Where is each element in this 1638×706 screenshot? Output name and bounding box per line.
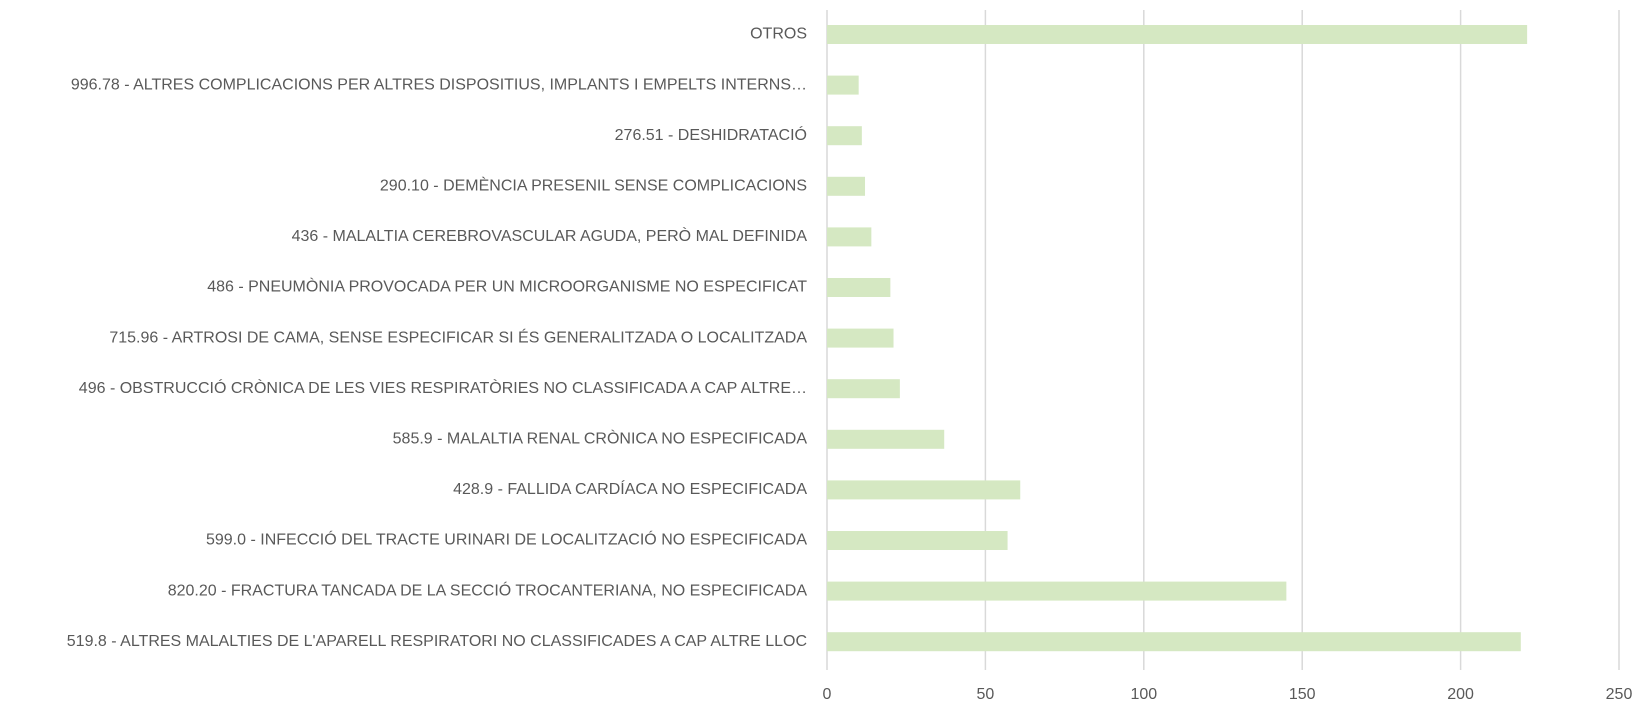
bar (827, 25, 1528, 44)
y-tick-label: 428.9 - FALLIDA CARDÍACA NO ESPECIFICADA (453, 479, 807, 498)
y-tick-label: 436 - MALALTIA CEREBROVASCULAR AGUDA, PE… (292, 226, 808, 245)
x-tick-label: 150 (1289, 686, 1316, 703)
x-tick-label: 100 (1130, 686, 1157, 703)
y-tick-label: 820.20 - FRACTURA TANCADA DE LA SECCIÓ T… (168, 580, 808, 599)
y-tick-label: 585.9 - MALALTIA RENAL CRÒNICA NO ESPECI… (393, 429, 808, 448)
y-tick-label: 996.78 - ALTRES COMPLICACIONS PER ALTRES… (71, 76, 807, 93)
bar (827, 429, 945, 449)
bar (827, 278, 891, 297)
y-tick-label: 715.96 - ARTROSI DE CAMA, SENSE ESPECIFI… (109, 327, 807, 346)
bar (827, 176, 866, 196)
bar (827, 75, 859, 95)
y-tick-label: 496 - OBSTRUCCIÓ CRÒNICA DE LES VIES RES… (79, 378, 807, 397)
bar (827, 126, 862, 146)
y-tick-label: 290.10 - DEMÈNCIA PRESENIL SENSE COMPLIC… (380, 176, 807, 195)
bar (827, 581, 1287, 601)
y-tick-label: 486 - PNEUMÒNIA PROVOCADA PER UN MICROOR… (207, 277, 807, 296)
y-tick-label: OTROS (750, 26, 807, 43)
bar (827, 480, 1021, 500)
x-tick-label: 200 (1447, 686, 1474, 703)
y-tick-label: 599.0 - INFECCIÓ DEL TRACTE URINARI DE L… (206, 530, 807, 549)
y-tick-label: 276.51 - DESHIDRATACIÓ (615, 125, 807, 144)
bar (827, 632, 1521, 652)
bar (827, 379, 900, 399)
x-tick-label: 0 (823, 686, 832, 703)
x-tick-label: 250 (1606, 686, 1633, 703)
x-tick-label: 50 (977, 686, 995, 703)
bar (827, 531, 1008, 550)
bar (827, 328, 894, 348)
bar (827, 227, 872, 247)
y-tick-label: 519.8 - ALTRES MALALTIES DE L'APARELL RE… (67, 633, 807, 650)
